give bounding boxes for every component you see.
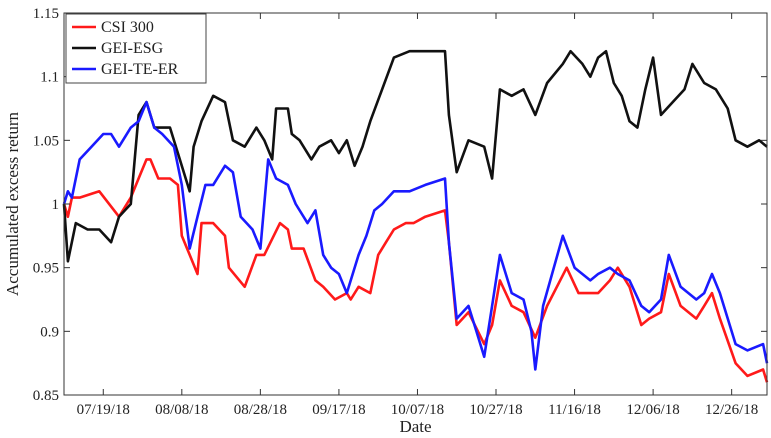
x-axis-tick-labels: 07/19/18 08/08/18 08/28/18 09/17/18 10/07/18… (77, 402, 759, 418)
y-axis-label: Accumulated excess return (3, 111, 22, 296)
legend: CSI 300 GEI-ESG GEI-TE-ER (65, 13, 207, 84)
x-tick-label: 08/08/18 (155, 402, 208, 418)
x-tick-label: 11/16/18 (548, 402, 601, 418)
x-tick-label: 09/17/18 (312, 402, 365, 418)
series-line-gei-esg (62, 49, 768, 263)
x-tick-label: 10/07/18 (391, 402, 444, 418)
y-tick-label: 0.9 (40, 324, 59, 340)
series-line-gei-te-er (62, 100, 769, 371)
x-tick-label: 12/06/18 (626, 402, 679, 418)
y-axis-tick-labels: 0.85 0.9 0.95 1 1.05 1.1 1.15 (33, 6, 59, 404)
y-tick-label: 1.05 (33, 133, 59, 149)
legend-entry: GEI-TE-ER (101, 61, 179, 78)
x-axis-label: Date (399, 417, 431, 436)
x-tick-label: 12/26/18 (705, 402, 758, 418)
series-line-csi-300 (62, 158, 769, 383)
y-tick-label: 0.85 (33, 388, 59, 404)
legend-entry: CSI 300 (101, 19, 154, 36)
x-tick-label: 08/28/18 (234, 402, 287, 418)
x-tick-label: 10/27/18 (469, 402, 522, 418)
y-tick-label: 1 (52, 197, 60, 213)
series-lines (62, 49, 769, 383)
y-tick-label: 0.95 (33, 261, 59, 277)
x-tick-label: 07/19/18 (77, 402, 130, 418)
y-tick-label: 1.15 (33, 6, 59, 22)
y-tick-label: 1.1 (40, 70, 59, 86)
legend-entry: GEI-ESG (101, 40, 164, 57)
